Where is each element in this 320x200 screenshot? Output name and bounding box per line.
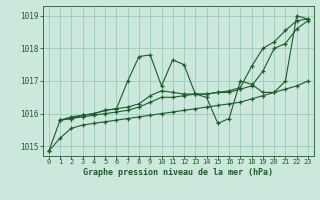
X-axis label: Graphe pression niveau de la mer (hPa): Graphe pression niveau de la mer (hPa) [84,168,273,177]
